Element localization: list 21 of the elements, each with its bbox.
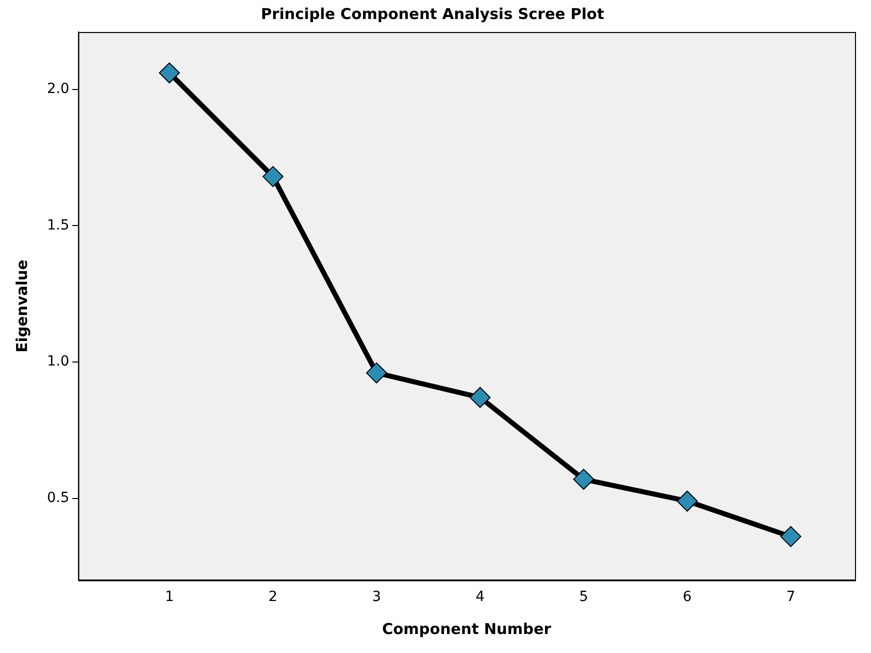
x-tick-label: 4 xyxy=(476,589,485,606)
x-tick-label: 3 xyxy=(372,589,381,606)
point xyxy=(366,362,388,384)
point xyxy=(158,62,180,84)
y-tick-label: 2.0 xyxy=(47,80,70,97)
x-tick-label: 1 xyxy=(164,589,174,606)
y-tick-label: 1.0 xyxy=(47,354,70,370)
point xyxy=(470,386,491,408)
x-tick-label: 2 xyxy=(268,589,278,606)
y-tick-label: 0.5 xyxy=(47,490,70,506)
x-tick-label: 6 xyxy=(682,589,692,606)
point xyxy=(676,490,698,512)
point xyxy=(573,468,594,490)
x-axis-title: Component Number xyxy=(382,620,552,638)
x-tick-label: 5 xyxy=(579,589,588,606)
y-axis-title: Eigenvalue xyxy=(12,260,31,353)
point xyxy=(780,526,802,548)
point xyxy=(262,166,284,188)
y-tick-label: 1.5 xyxy=(47,217,70,234)
x-tick-label: 7 xyxy=(786,589,796,606)
chart-title: Principle Component Analysis Scree Plot xyxy=(260,4,604,23)
